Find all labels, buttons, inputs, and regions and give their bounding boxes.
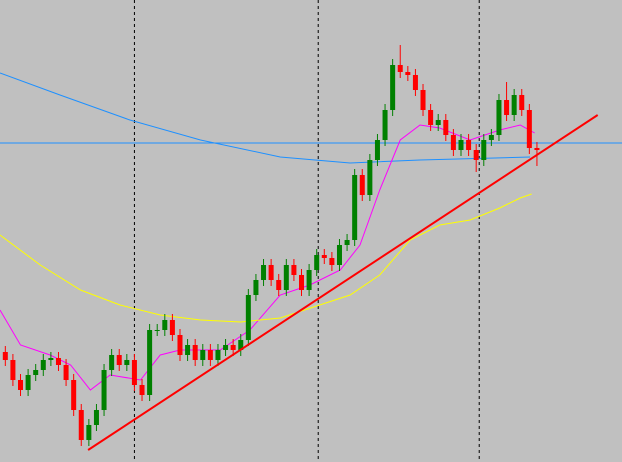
candle-body	[481, 140, 487, 160]
candle-body	[261, 265, 267, 280]
candle-body	[25, 375, 31, 390]
candle-body	[207, 350, 213, 360]
candle-body	[238, 340, 244, 350]
candle-body	[33, 370, 39, 375]
candle-body	[435, 120, 441, 125]
candle-body	[519, 95, 525, 110]
candle-body	[2, 352, 8, 360]
moving-average	[0, 124, 535, 391]
candle-body	[192, 345, 198, 360]
candle-body	[223, 345, 229, 350]
candle-body	[116, 355, 122, 365]
candle-body	[40, 360, 46, 370]
candle-body	[488, 135, 494, 140]
candle-body	[86, 425, 92, 440]
candle-body	[17, 380, 24, 390]
candle-body	[336, 245, 342, 265]
candle-body	[405, 72, 411, 75]
candle-body	[397, 65, 403, 72]
candle-body	[169, 320, 175, 335]
candle-body	[71, 380, 77, 410]
candle-body	[177, 335, 183, 355]
candle-body	[268, 265, 274, 280]
candle-body	[55, 358, 61, 365]
candle-body	[504, 100, 510, 115]
candle-body	[496, 100, 502, 135]
candle-body	[283, 265, 289, 290]
candle-body	[321, 255, 327, 258]
candle-body	[466, 140, 472, 150]
candle-body	[162, 320, 168, 330]
candle-body	[367, 160, 373, 195]
candle-body	[124, 360, 130, 365]
candle-body	[344, 240, 350, 245]
candle-body	[412, 75, 418, 90]
candle-body	[534, 148, 540, 150]
candle-body	[131, 360, 137, 385]
candle-body	[109, 355, 115, 370]
candle-body	[374, 140, 380, 160]
candle-body	[93, 410, 99, 425]
candle-body	[420, 90, 426, 110]
candle-body	[139, 385, 145, 395]
candle-body	[390, 65, 396, 110]
moving-average	[0, 193, 532, 323]
candle-body	[511, 95, 517, 115]
candle-body	[526, 110, 532, 148]
candle-body	[215, 350, 221, 360]
candle-body	[101, 370, 107, 410]
candle-body	[154, 330, 160, 331]
candle-body	[443, 120, 449, 135]
candle-body	[473, 150, 479, 160]
candle-body	[10, 360, 16, 380]
candle-body	[352, 175, 358, 240]
moving-average	[0, 72, 531, 164]
candle-body	[253, 280, 259, 295]
candle-body	[48, 358, 54, 360]
candle-body	[382, 110, 388, 140]
candle-body	[329, 258, 335, 265]
candle-body	[450, 135, 456, 150]
candle-body	[458, 140, 464, 150]
candle-body	[276, 280, 282, 290]
candle-body	[78, 410, 84, 440]
candle-body	[306, 270, 312, 290]
candle-body	[63, 365, 69, 380]
candle-body	[428, 110, 434, 125]
candle-body	[359, 175, 365, 195]
candle-body	[291, 265, 297, 275]
candle-body	[147, 330, 153, 395]
candle-body	[200, 350, 206, 360]
candle-body	[245, 295, 251, 340]
candle-body	[299, 275, 305, 290]
trendline	[87, 114, 599, 451]
candle-body	[185, 345, 191, 355]
candle-body	[230, 345, 236, 350]
candle-body	[314, 255, 320, 270]
